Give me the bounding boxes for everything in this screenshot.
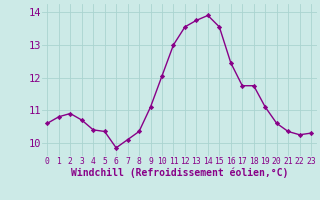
X-axis label: Windchill (Refroidissement éolien,°C): Windchill (Refroidissement éolien,°C) <box>70 167 288 178</box>
